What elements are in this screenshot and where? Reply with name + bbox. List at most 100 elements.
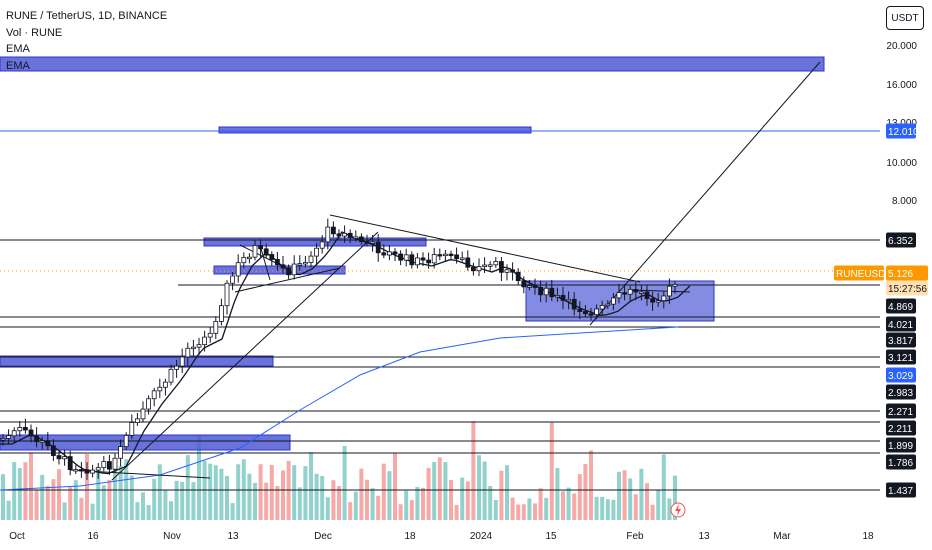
volume-bar — [101, 485, 106, 520]
candle-body — [174, 365, 180, 370]
time-axis-tick: 16 — [87, 531, 99, 542]
price-axis-tick: 10.000 — [886, 158, 917, 169]
candle-body — [543, 287, 549, 296]
volume-bar — [645, 483, 649, 520]
candle-body — [566, 298, 571, 302]
candle-body — [162, 381, 168, 388]
candle-body — [515, 271, 521, 282]
volume-bar — [51, 479, 56, 520]
candle-body — [532, 285, 538, 288]
volume-bar — [370, 488, 375, 520]
candle-body — [639, 291, 644, 294]
candle-body — [241, 257, 247, 264]
price-label-box — [886, 280, 928, 296]
volume-bar — [393, 452, 397, 520]
candle-body — [230, 275, 236, 284]
candle-body — [39, 440, 45, 443]
candle-body — [207, 332, 213, 338]
candle-body — [459, 257, 465, 260]
candle-body — [521, 280, 527, 288]
ema-indicator-label-1[interactable]: EMA — [6, 43, 30, 55]
candle-body — [101, 461, 107, 469]
volume-bar — [583, 463, 588, 520]
candle-body — [347, 232, 353, 238]
candle-body — [302, 262, 308, 265]
volume-bar — [23, 462, 28, 520]
volume-indicator-label[interactable]: Vol · RUNE — [6, 26, 63, 39]
volume-bar — [247, 473, 252, 520]
candle-body — [84, 469, 90, 474]
volume-bar — [174, 480, 179, 520]
price-zone — [525, 280, 715, 322]
candle-body — [274, 259, 280, 266]
candle-body — [107, 461, 112, 470]
ema-indicator-label-2[interactable]: EMA — [6, 59, 30, 72]
candle-body — [336, 233, 342, 237]
trend-line — [629, 289, 691, 293]
volume-bar — [342, 445, 347, 520]
price-label-text: 1.899 — [888, 441, 913, 452]
volume-bar — [555, 467, 560, 520]
volume-bar — [40, 474, 45, 520]
candle-body — [588, 313, 594, 316]
volume-bar — [381, 463, 386, 520]
candle-body — [403, 254, 409, 261]
candle-body — [493, 261, 499, 266]
price-label-box — [886, 482, 916, 498]
candle-body — [34, 435, 39, 443]
volume-bar — [628, 478, 633, 520]
candle-body — [151, 390, 157, 400]
candle-body — [527, 285, 532, 288]
candle-body — [342, 232, 348, 237]
candle-body — [386, 251, 392, 256]
candle-body — [498, 261, 504, 273]
volume-bar — [650, 504, 655, 520]
candle-body — [538, 287, 543, 296]
volume-bar — [656, 490, 661, 520]
time-axis-tick: 18 — [862, 531, 874, 542]
candle-body — [510, 269, 516, 273]
currency-button[interactable]: USDT — [886, 6, 924, 30]
candlesticks — [0, 218, 678, 480]
time-axis-tick: Dec — [314, 531, 332, 542]
volume-bar — [505, 465, 509, 520]
trend-line — [234, 267, 341, 293]
price-label-text: 1.786 — [888, 458, 913, 469]
trend-lines — [69, 61, 821, 481]
volume-bar — [673, 475, 677, 520]
price-zone — [0, 56, 825, 72]
chart-legend: RUNE / TetherUS, 1D, BINANCE Vol · RUNE … — [6, 8, 167, 74]
price-label-box — [886, 123, 916, 139]
candle-body — [414, 257, 420, 266]
volume-bar — [129, 475, 134, 520]
candle-body — [202, 336, 208, 346]
volume-bar — [667, 498, 672, 520]
volume-bar — [493, 500, 498, 520]
ema-long-line — [0, 326, 679, 491]
volume-bar — [269, 464, 274, 520]
time-axis-tick: Mar — [773, 531, 791, 542]
volume-bar — [152, 478, 157, 520]
candle-body — [420, 257, 426, 261]
volume-bar — [577, 474, 582, 520]
candle-body — [353, 236, 359, 239]
candle-body — [470, 266, 476, 272]
volume-bar — [62, 502, 67, 520]
volume-bar — [219, 468, 224, 520]
candle-body — [398, 253, 404, 261]
price-zone — [0, 434, 291, 451]
volume-bar — [527, 498, 532, 520]
candle-body — [51, 445, 56, 456]
symbol-title[interactable]: RUNE / TetherUS, 1D, BINANCE — [6, 10, 168, 22]
volume-bar — [365, 479, 369, 520]
candle-body — [577, 308, 583, 312]
volume-bar — [572, 493, 577, 520]
volume-bar — [561, 491, 565, 520]
volume-bar — [325, 497, 330, 520]
candle-body — [650, 298, 655, 303]
horizontal-lines — [0, 130, 880, 491]
candle-body — [140, 408, 146, 420]
candle-body — [185, 347, 191, 358]
volume-bar — [90, 503, 95, 520]
